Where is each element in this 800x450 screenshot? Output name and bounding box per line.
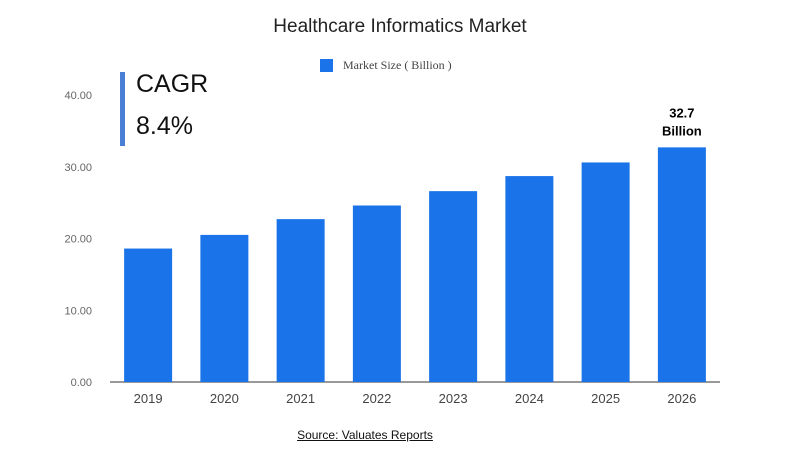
source-link[interactable]: Source: Valuates Reports [297, 428, 433, 442]
legend: Market Size ( Billion ) [320, 57, 452, 73]
y-tick-label: 0.00 [71, 377, 92, 389]
cagr-label: CAGR [136, 70, 209, 98]
data-labels: 32.7 Billion [662, 105, 702, 138]
bars [124, 147, 706, 382]
chart-title: Healthcare Informatics Market [273, 16, 527, 37]
y-tick-labels: 0.00 10.00 20.00 30.00 40.00 [64, 90, 92, 389]
bar-2024 [505, 176, 554, 382]
legend-swatch [320, 58, 333, 72]
x-tick-label: 2022 [362, 391, 391, 406]
x-tick-label: 2024 [515, 391, 544, 406]
cagr-value: 8.4% [136, 112, 193, 140]
legend-label: Market Size ( Billion ) [343, 57, 452, 72]
bar-2025 [581, 162, 630, 382]
x-tick-label: 2021 [286, 391, 315, 406]
bar-2020 [200, 234, 249, 382]
x-tick-label: 2019 [134, 391, 163, 406]
bar-2023 [429, 191, 478, 382]
x-tick-label: 2025 [591, 391, 620, 406]
cagr-callout: CAGR 8.4% [120, 70, 240, 148]
y-tick-label: 20.00 [64, 234, 92, 246]
bar-2022 [352, 205, 401, 382]
bar-2021 [276, 219, 325, 382]
y-tick-label: 10.00 [64, 305, 92, 317]
data-label: Billion [662, 123, 702, 138]
y-tick-label: 30.00 [64, 162, 92, 174]
bar-2026 [657, 147, 706, 382]
x-tick-label: 2020 [210, 391, 239, 406]
x-tick-label: 2026 [667, 391, 696, 406]
x-tick-labels: 2019 2020 2021 2022 2023 2024 2025 2026 [134, 391, 697, 406]
x-tick-label: 2023 [439, 391, 468, 406]
data-label: 32.7 [669, 105, 694, 120]
cagr-accent-bar [120, 72, 125, 146]
bar-2019 [124, 248, 173, 382]
y-tick-label: 40.00 [64, 90, 92, 102]
